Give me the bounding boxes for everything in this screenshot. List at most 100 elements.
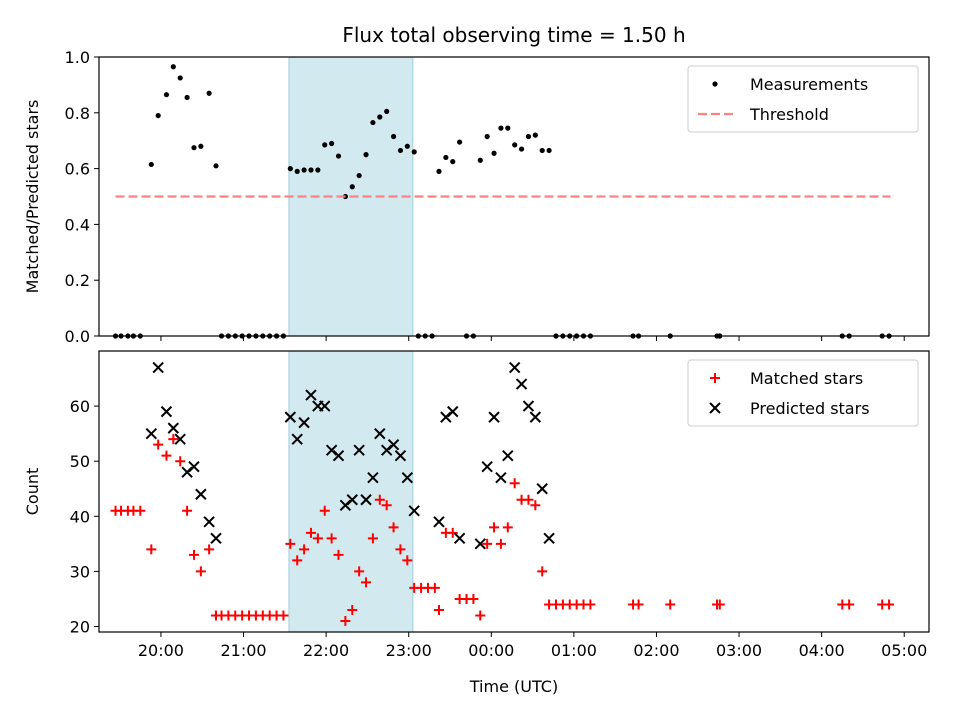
data-point — [394, 449, 407, 462]
data-point — [495, 538, 506, 549]
data-point — [395, 544, 406, 555]
data-point — [346, 494, 358, 506]
x-tick-label: 01:00 — [551, 641, 597, 660]
data-point — [332, 449, 345, 462]
data-point — [433, 604, 444, 615]
data-point — [525, 133, 532, 140]
y-tick-label: 0.8 — [65, 104, 90, 123]
data-point — [537, 566, 548, 577]
data-point — [381, 500, 392, 511]
data-point — [356, 172, 362, 179]
data-point — [210, 532, 222, 545]
y-tick-label: 0.2 — [65, 271, 90, 290]
data-point — [387, 438, 400, 451]
data-point — [447, 405, 459, 418]
data-point — [388, 522, 399, 533]
data-point — [329, 140, 335, 147]
data-point — [539, 147, 545, 154]
data-point — [453, 532, 466, 545]
data-point — [512, 142, 518, 148]
data-point — [340, 615, 351, 626]
data-point — [488, 411, 500, 423]
data-point — [370, 119, 376, 126]
data-point — [322, 142, 328, 148]
data-point — [326, 533, 337, 544]
axes-frame — [98, 350, 930, 633]
data-point — [633, 599, 644, 610]
data-point — [347, 604, 358, 615]
data-point — [284, 411, 297, 423]
x-tick-label: 21:00 — [220, 641, 266, 660]
y-tick-label: 30 — [70, 562, 90, 581]
data-point — [148, 161, 154, 168]
data-point — [188, 549, 199, 560]
data-point — [714, 599, 725, 610]
data-point — [191, 145, 197, 151]
x-tick-label: 23:00 — [386, 641, 432, 660]
data-point — [146, 544, 157, 555]
lower-panel: 20 30 40 50 60 20:00 21:00 22:00 23:00 00:00 01:00… — [23, 350, 930, 696]
data-point — [161, 450, 172, 461]
data-point — [367, 533, 378, 544]
data-point — [319, 505, 330, 516]
data-point — [543, 532, 555, 545]
legend-label: Predicted stars — [750, 399, 870, 418]
data-point — [213, 163, 219, 169]
data-point — [299, 544, 310, 555]
data-point — [377, 114, 383, 120]
legend-box — [687, 65, 919, 133]
data-point — [360, 494, 372, 506]
data-point — [475, 610, 486, 621]
legend: Measurements Threshold — [687, 65, 919, 133]
data-point — [491, 150, 497, 156]
data-point — [305, 389, 317, 401]
data-point — [505, 125, 511, 131]
data-point — [167, 422, 180, 434]
data-point — [498, 125, 504, 131]
y-tick-label: 20 — [70, 617, 90, 636]
data-point — [182, 505, 193, 516]
data-point — [203, 516, 215, 528]
y-tick-label: 1.0 — [65, 48, 90, 67]
legend-label: Matched stars — [750, 369, 863, 388]
data-point — [354, 566, 365, 577]
data-point — [523, 494, 534, 505]
data-point — [408, 505, 420, 517]
data-point — [301, 167, 307, 173]
data-point — [495, 472, 507, 484]
data-point — [477, 157, 483, 163]
data-point — [206, 90, 212, 96]
data-point — [397, 147, 404, 154]
legend-swatch — [710, 373, 720, 383]
data-point — [404, 143, 410, 149]
data-point — [315, 167, 321, 173]
data-point — [319, 400, 331, 412]
observing-window-shade — [288, 351, 413, 632]
data-point — [484, 133, 490, 140]
data-point — [168, 434, 179, 445]
data-point — [436, 168, 442, 174]
series-predicted-stars — [145, 361, 555, 550]
data-point — [363, 152, 369, 158]
data-point — [468, 593, 479, 604]
data-point — [384, 108, 390, 115]
upper-panel: 0.0 0.2 0.4 0.6 0.8 1.0 Flux total observing t… — [23, 23, 930, 346]
data-point — [312, 533, 323, 544]
data-point — [287, 166, 293, 172]
data-point — [335, 153, 342, 159]
y-axis-label: Count — [23, 468, 42, 516]
data-point — [278, 610, 289, 621]
data-point — [174, 433, 186, 445]
legend: Matched stars Predicted stars — [687, 359, 919, 427]
x-tick-label: 22:00 — [303, 641, 349, 660]
x-tick-label: 04:00 — [799, 641, 845, 660]
data-point — [515, 378, 528, 390]
data-point — [184, 94, 190, 101]
data-point — [447, 527, 458, 538]
y-tick-label: 0.0 — [65, 327, 90, 346]
data-point — [374, 427, 386, 440]
x-tick-label: 00:00 — [468, 641, 514, 660]
data-point — [177, 75, 183, 81]
data-point — [532, 132, 538, 138]
